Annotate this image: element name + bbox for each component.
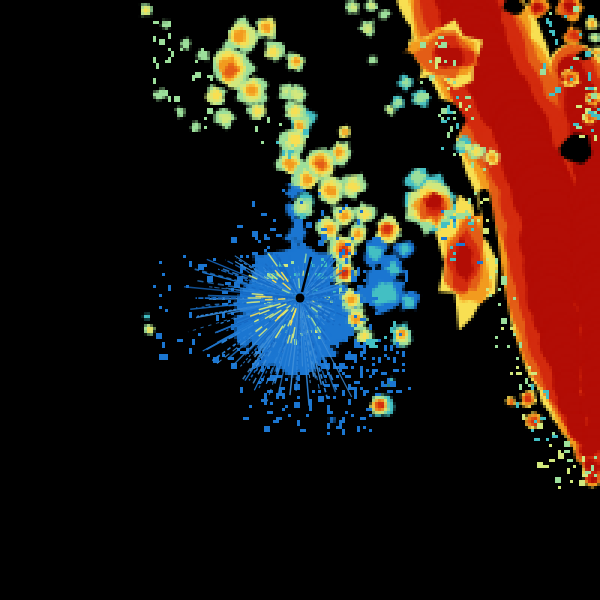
radar-reflectivity-canvas <box>0 0 600 600</box>
radar-map <box>0 0 600 600</box>
